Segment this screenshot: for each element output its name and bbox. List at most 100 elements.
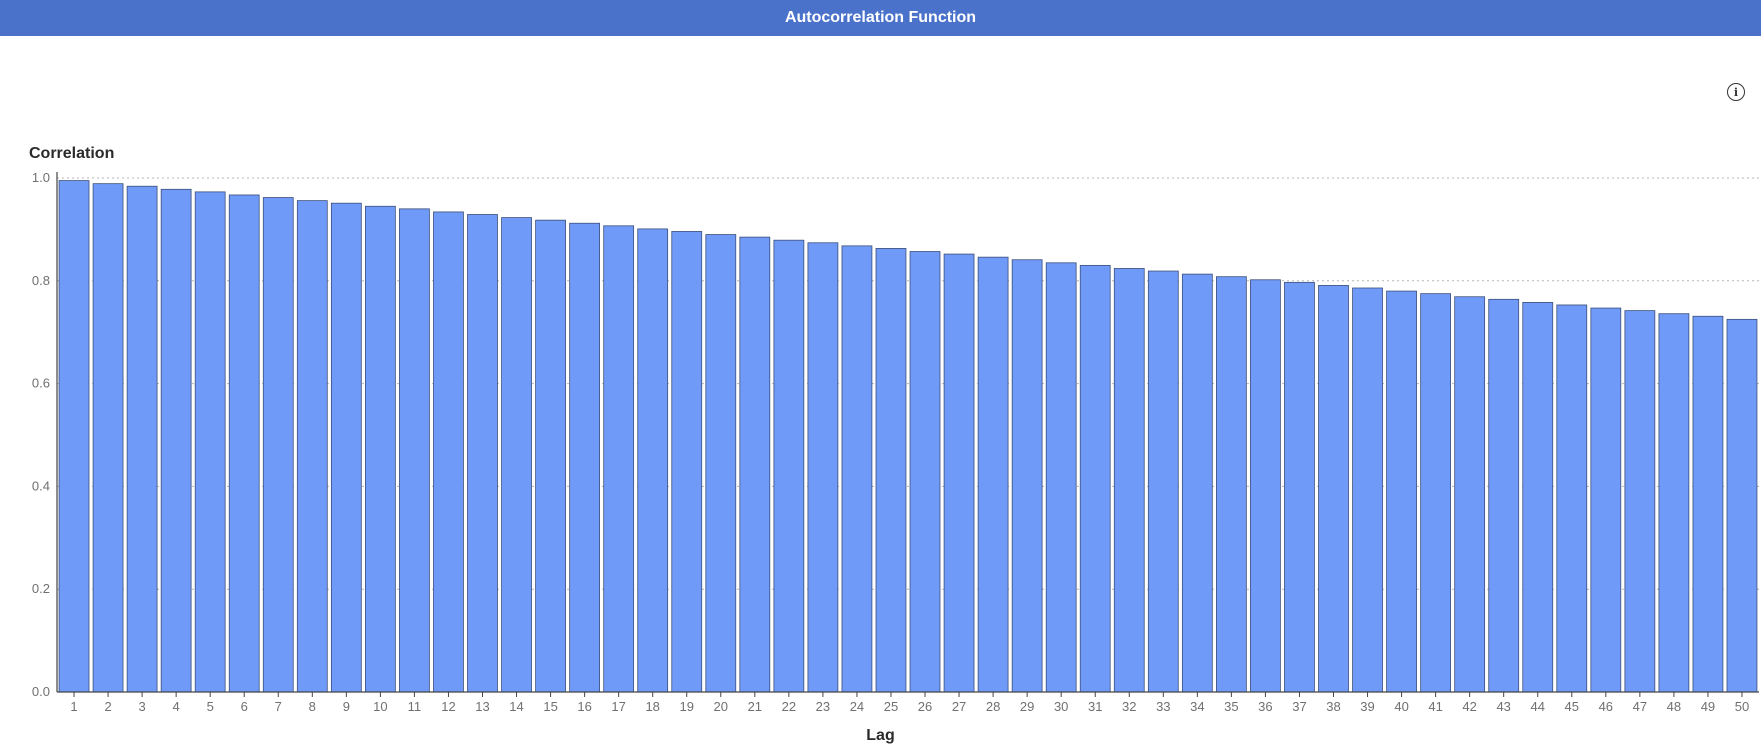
x-tick-label: 28 xyxy=(986,699,1000,714)
y-tick-label: 0.6 xyxy=(32,376,50,391)
bar xyxy=(1556,304,1588,693)
x-tick-label: 20 xyxy=(714,699,728,714)
bar xyxy=(1420,293,1451,693)
x-tick-label: 14 xyxy=(509,699,523,714)
x-tick-label: 29 xyxy=(1020,699,1034,714)
x-tick-label: 32 xyxy=(1122,699,1136,714)
bar xyxy=(1454,296,1486,693)
bar xyxy=(330,202,362,693)
bar xyxy=(1522,301,1554,693)
x-tick-label: 48 xyxy=(1667,699,1681,714)
bar xyxy=(160,188,192,693)
x-tick-label: 43 xyxy=(1496,699,1510,714)
x-tick-label: 7 xyxy=(275,699,282,714)
x-tick-label: 8 xyxy=(309,699,316,714)
bar xyxy=(705,234,737,693)
y-tick-label: 0.8 xyxy=(32,273,50,288)
bar xyxy=(1590,307,1622,693)
bar xyxy=(1318,285,1349,693)
x-tick-label: 12 xyxy=(441,699,455,714)
x-tick-label: 39 xyxy=(1360,699,1374,714)
x-tick-label: 17 xyxy=(611,699,625,714)
chart-title: Autocorrelation Function xyxy=(784,9,977,26)
x-tick-label: 6 xyxy=(241,699,248,714)
x-tick-label: 30 xyxy=(1054,699,1068,714)
bar xyxy=(1726,318,1758,693)
x-tick-label: 22 xyxy=(782,699,796,714)
y-tick-label: 0.2 xyxy=(32,581,50,596)
bar xyxy=(1250,279,1281,693)
x-tick-label: 33 xyxy=(1156,699,1170,714)
bar xyxy=(637,228,669,693)
bar xyxy=(399,208,430,693)
x-tick-label: 18 xyxy=(645,699,659,714)
bar xyxy=(1692,315,1724,693)
x-tick-label: 3 xyxy=(138,699,145,714)
bar xyxy=(126,185,158,693)
y-tick-label: 0.0 xyxy=(32,684,50,699)
x-tick-label: 25 xyxy=(884,699,898,714)
y-tick-label: 1.0 xyxy=(32,170,50,185)
x-tick-label: 40 xyxy=(1394,699,1408,714)
bar xyxy=(433,211,464,693)
x-tick-label: 46 xyxy=(1599,699,1613,714)
x-tick-label: 23 xyxy=(816,699,830,714)
x-tick-label: 37 xyxy=(1292,699,1306,714)
x-tick-label: 49 xyxy=(1701,699,1715,714)
bar xyxy=(739,236,771,693)
bar xyxy=(501,217,532,693)
bar xyxy=(1113,268,1145,693)
x-tick-label: 10 xyxy=(373,699,387,714)
x-tick-label: 44 xyxy=(1531,699,1545,714)
info-icon[interactable]: i xyxy=(1727,83,1745,101)
bar xyxy=(467,214,498,693)
y-tick-label: 0.4 xyxy=(32,478,50,493)
x-tick-label: 45 xyxy=(1565,699,1579,714)
bar xyxy=(1352,287,1383,693)
x-tick-label: 9 xyxy=(343,699,350,714)
x-tick-label: 27 xyxy=(952,699,966,714)
x-tick-label: 50 xyxy=(1735,699,1749,714)
x-tick-label: 26 xyxy=(918,699,932,714)
bar xyxy=(909,251,941,693)
x-tick-label: 16 xyxy=(577,699,591,714)
x-tick-label: 15 xyxy=(543,699,557,714)
bar xyxy=(262,197,294,693)
x-tick-label: 13 xyxy=(475,699,489,714)
bar xyxy=(1386,290,1417,693)
chart-title-bar: Autocorrelation Function xyxy=(0,0,1761,36)
bar xyxy=(807,242,839,693)
x-tick-label: 38 xyxy=(1326,699,1340,714)
bar xyxy=(58,180,90,693)
x-tick-label: 41 xyxy=(1428,699,1442,714)
x-tick-label: 42 xyxy=(1462,699,1476,714)
bar xyxy=(1488,298,1520,693)
x-tick-label: 36 xyxy=(1258,699,1272,714)
bar xyxy=(977,256,1009,693)
bar xyxy=(1079,264,1111,693)
bar xyxy=(1147,270,1179,693)
bar xyxy=(92,183,124,693)
bar xyxy=(296,200,328,693)
x-tick-label: 34 xyxy=(1190,699,1204,714)
x-tick-label: 2 xyxy=(104,699,111,714)
bar xyxy=(773,239,805,693)
x-tick-label: 19 xyxy=(680,699,694,714)
bar xyxy=(1624,310,1656,693)
x-axis-title: Lag xyxy=(866,727,895,744)
y-axis-title: Correlation xyxy=(29,145,115,162)
bar xyxy=(1658,313,1690,693)
bar xyxy=(841,245,873,693)
x-tick-label: 1 xyxy=(70,699,77,714)
info-glyph: i xyxy=(1733,85,1739,99)
bar xyxy=(943,253,975,693)
x-tick-label: 4 xyxy=(173,699,180,714)
x-tick-label: 35 xyxy=(1224,699,1238,714)
bar xyxy=(569,222,600,693)
bar xyxy=(671,231,703,693)
bar xyxy=(1011,259,1043,693)
x-tick-label: 47 xyxy=(1633,699,1647,714)
x-tick-label: 21 xyxy=(748,699,762,714)
x-tick-label: 11 xyxy=(408,699,422,714)
